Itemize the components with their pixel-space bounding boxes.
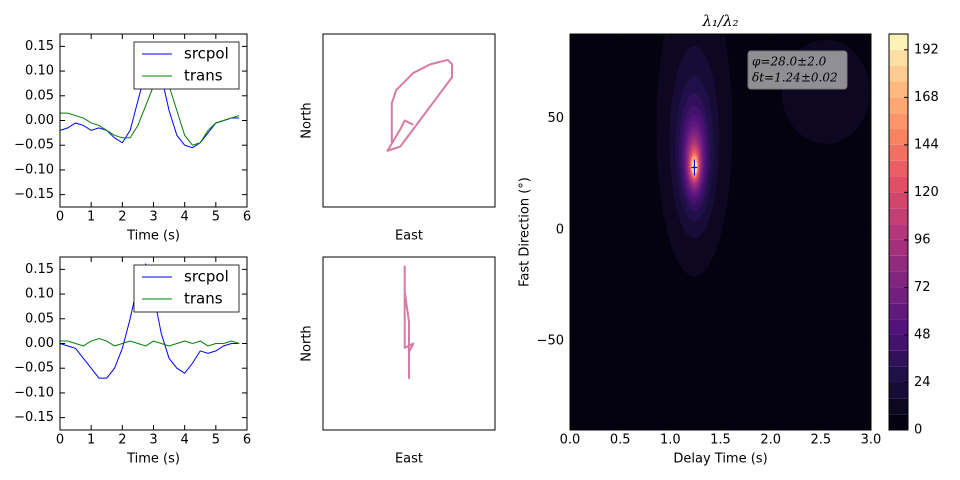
y-tick-label: 0.10 bbox=[25, 64, 54, 79]
series-line bbox=[60, 72, 240, 146]
colorbar-band bbox=[889, 398, 908, 415]
colorbar-band bbox=[889, 129, 908, 145]
y-tick-label: 0.10 bbox=[25, 287, 54, 302]
annotation: δt=1.24±0.02 bbox=[752, 71, 838, 85]
colorbar-tick-label: 0 bbox=[914, 423, 922, 438]
x-tick-label: 4 bbox=[181, 433, 189, 448]
y-tick-label: −0.15 bbox=[14, 410, 54, 425]
x-tick-label: 1 bbox=[87, 433, 95, 448]
y-tick-label: 0 bbox=[556, 222, 564, 237]
colorbar-tick-label: 24 bbox=[914, 375, 931, 390]
y-tick-label: 0.00 bbox=[25, 113, 54, 128]
y-axis-label: North bbox=[300, 102, 315, 138]
y-tick-label: 0.00 bbox=[25, 336, 54, 351]
x-axis-label: Delay Time (s) bbox=[673, 452, 767, 467]
colorbar-band bbox=[889, 97, 908, 114]
colorbar-band bbox=[889, 319, 908, 335]
x-axis-label: East bbox=[395, 452, 423, 467]
x-tick-label: 1.0 bbox=[660, 433, 681, 448]
legend-label: srcpol bbox=[184, 45, 229, 63]
y-axis-label: North bbox=[300, 325, 315, 361]
y-tick-label: −50 bbox=[537, 334, 564, 349]
colorbar-band bbox=[889, 350, 908, 367]
x-tick-label: 2 bbox=[118, 433, 126, 448]
y-tick-label: 0.15 bbox=[25, 262, 54, 277]
colorbar-band bbox=[889, 334, 908, 351]
colorbar-band bbox=[889, 176, 908, 193]
particle-motion bbox=[403, 265, 415, 380]
chart-title: λ₁/λ₂ bbox=[701, 12, 738, 30]
colorbar-band bbox=[889, 192, 908, 209]
x-tick-label: 3 bbox=[149, 433, 157, 448]
annotation-box bbox=[747, 50, 848, 90]
legend-label: trans bbox=[184, 290, 223, 308]
x-tick-label: 2.5 bbox=[810, 433, 831, 448]
colorbar-tick-label: 120 bbox=[914, 185, 939, 200]
colorbar-band bbox=[889, 49, 908, 66]
x-tick-label: 1 bbox=[87, 210, 95, 225]
x-tick-label: 3.0 bbox=[861, 433, 882, 448]
x-tick-label: 2.0 bbox=[760, 433, 781, 448]
colorbar-band bbox=[889, 224, 908, 240]
annotation: φ=28.0±2.0 bbox=[752, 55, 827, 69]
x-tick-label: 3 bbox=[149, 210, 157, 225]
y-tick-label: −0.10 bbox=[14, 162, 54, 177]
colorbar-band bbox=[889, 303, 908, 320]
colorbar-tick-label: 96 bbox=[914, 232, 931, 247]
y-tick-label: 0.05 bbox=[25, 88, 54, 103]
axes-frame bbox=[322, 33, 496, 208]
colorbar-tick-label: 48 bbox=[914, 327, 931, 342]
colorbar-band bbox=[889, 34, 908, 50]
axes-frame bbox=[322, 256, 496, 431]
x-tick-label: 5 bbox=[212, 210, 220, 225]
x-axis-label: Time (s) bbox=[126, 229, 180, 244]
legend-label: trans bbox=[184, 67, 223, 85]
x-tick-label: 5 bbox=[212, 433, 220, 448]
x-axis-label: Time (s) bbox=[126, 452, 180, 467]
colorbar-band bbox=[889, 239, 908, 256]
colorbar-band bbox=[889, 113, 908, 130]
x-tick-label: 2 bbox=[118, 210, 126, 225]
legend-frame bbox=[133, 41, 240, 90]
series-line bbox=[60, 338, 240, 347]
colorbar-band bbox=[889, 160, 908, 177]
colorbar-tick-label: 72 bbox=[914, 280, 931, 295]
x-tick-label: 6 bbox=[243, 433, 251, 448]
x-tick-label: 0.5 bbox=[610, 433, 631, 448]
colorbar-band bbox=[889, 65, 908, 82]
x-tick-label: 6 bbox=[243, 210, 251, 225]
legend-label: srcpol bbox=[184, 268, 229, 286]
colorbar-tick-label: 192 bbox=[914, 42, 939, 57]
colorbar-band bbox=[889, 81, 908, 98]
colorbar-band bbox=[889, 271, 908, 288]
x-axis-label: East bbox=[395, 229, 423, 244]
y-axis-label: Fast Direction (°) bbox=[518, 177, 533, 287]
contour-plot bbox=[570, 34, 871, 430]
x-tick-label: 4 bbox=[181, 210, 189, 225]
colorbar-frame bbox=[888, 33, 909, 431]
x-tick-label: 0 bbox=[56, 210, 64, 225]
colorbar-band bbox=[889, 366, 908, 383]
colorbar-band bbox=[889, 382, 908, 399]
y-tick-label: −0.05 bbox=[14, 138, 54, 153]
x-tick-label: 0.0 bbox=[560, 433, 581, 448]
colorbar-tick-label: 144 bbox=[914, 137, 939, 152]
legend-frame bbox=[133, 264, 240, 313]
colorbar-band bbox=[889, 255, 908, 272]
y-tick-label: −0.15 bbox=[14, 187, 54, 202]
x-tick-label: 0 bbox=[56, 433, 64, 448]
y-tick-label: 0.05 bbox=[25, 311, 54, 326]
y-tick-label: −0.05 bbox=[14, 361, 54, 376]
particle-motion bbox=[386, 58, 453, 152]
colorbar-band bbox=[889, 208, 908, 225]
colorbar-band bbox=[889, 414, 908, 430]
y-tick-label: 50 bbox=[547, 111, 564, 126]
y-tick-label: −0.10 bbox=[14, 385, 54, 400]
colorbar-band bbox=[889, 144, 908, 161]
x-tick-label: 1.5 bbox=[710, 433, 731, 448]
colorbar-band bbox=[889, 287, 908, 304]
colorbar-tick-label: 168 bbox=[914, 90, 939, 105]
y-tick-label: 0.15 bbox=[25, 39, 54, 54]
